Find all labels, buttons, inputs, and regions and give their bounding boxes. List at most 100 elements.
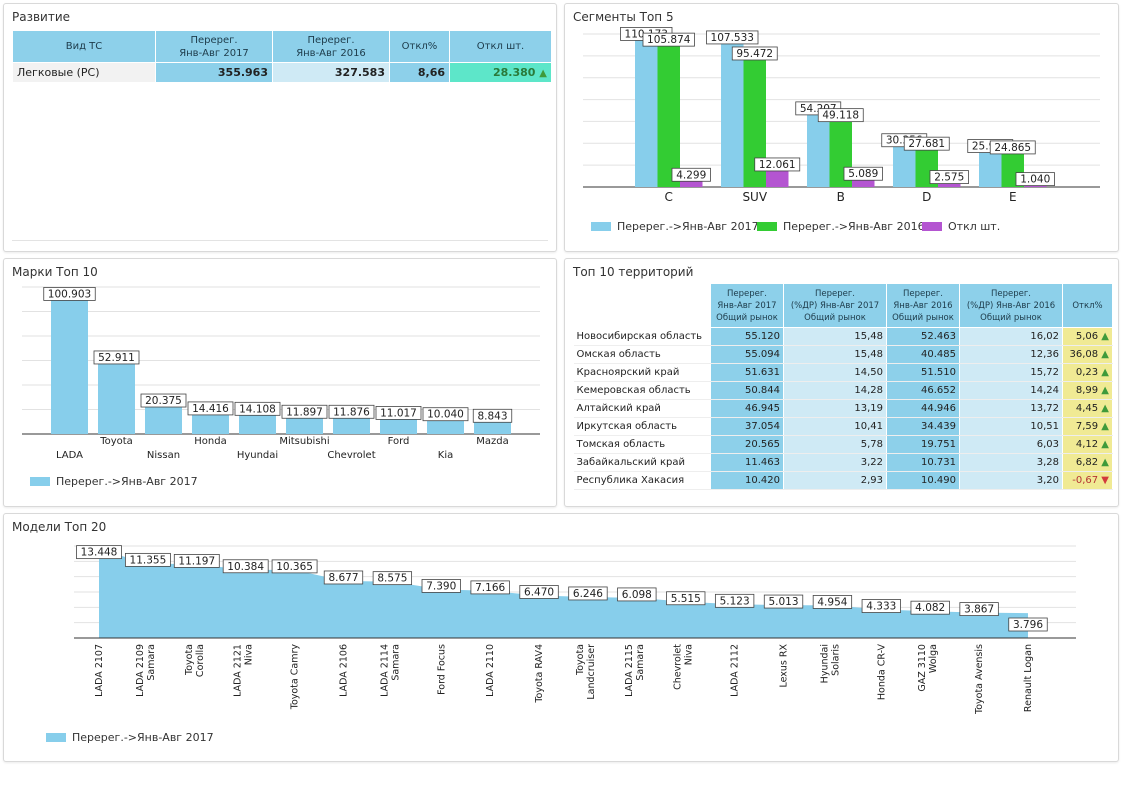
up-arrow-icon: ▲ <box>1098 421 1109 432</box>
data-label-text: 52.911 <box>98 352 135 364</box>
up-arrow-icon: ▲ <box>1098 331 1109 342</box>
cell-pct: 7,59 ▲ <box>1062 417 1113 436</box>
table-row[interactable]: Томская область 20.565 5,78 19.751 6,03 4,12 … <box>573 435 1113 454</box>
col-header-2016[interactable]: Перерег. Янв-Авг 2016 <box>272 30 390 63</box>
cell-v2017: 10.420 <box>710 471 784 490</box>
legend-2017-label[interactable]: Перерег.->Янв-Авг 2017 <box>72 731 214 744</box>
bar-LADA[interactable] <box>51 300 88 434</box>
data-label-text: 7.166 <box>475 582 505 594</box>
cell-pct: 4,45 ▲ <box>1062 399 1113 418</box>
table-row[interactable]: Новосибирская область 55.120 15,48 52.463 16… <box>573 327 1113 346</box>
cell-pct-value: 36,08 <box>1069 349 1099 360</box>
bar-Honda[interactable] <box>192 414 229 434</box>
table-row[interactable]: Легковые (PC) 355.963 327.583 8,66 28.38… <box>12 62 552 83</box>
bar-Ford[interactable] <box>380 419 417 434</box>
x-tick-label: Mazda <box>476 436 508 447</box>
legend-2017-label[interactable]: Перерег.->Янв-Авг 2017 <box>617 220 759 233</box>
col-header-diff[interactable]: Откл шт. <box>449 30 552 63</box>
cell-p2016: 13,72 <box>959 399 1063 418</box>
bar-Mitsubishi[interactable] <box>286 418 323 434</box>
col-header-v2016[interactable]: Перерег. Янв-Авг 2016 Общий рынок <box>886 283 960 328</box>
data-label: 4.333 <box>861 599 901 613</box>
data-label-text: 5.089 <box>848 168 878 180</box>
panel-segments: Сегменты Топ 5 110.173105.8744.299C107.5… <box>564 3 1119 252</box>
x-tick-line: Samara <box>390 644 401 681</box>
x-tick-label: Toyota RAV4 <box>534 644 545 704</box>
brands-chart: 100.903 LADA 52.911 Toyota 20.375 Nissan 14.41… <box>22 286 540 488</box>
cell-pct-value: 4,45 <box>1075 403 1099 414</box>
x-tick-line: LADA 2115 <box>624 644 635 697</box>
x-tick-label: Kia <box>438 450 453 461</box>
bar-B-0[interactable] <box>807 114 830 187</box>
x-tick-label: GAZ 3110 Wolga <box>917 644 939 692</box>
data-label: 105.874 <box>642 32 695 47</box>
table-row[interactable]: Омская область 55.094 15,48 40.485 12,36 36,0… <box>573 345 1113 364</box>
x-tick-line: Niva <box>244 644 255 665</box>
cell-v2016: 40.485 <box>886 345 960 364</box>
bar-Nissan[interactable] <box>145 407 182 434</box>
table-row[interactable]: Алтайский край 46.945 13,19 44.946 13,72 4,45… <box>573 399 1113 418</box>
data-label: 95.472 <box>731 46 778 61</box>
x-tick-line: Samara <box>635 644 646 681</box>
x-tick-line: GAZ 3110 <box>917 644 928 692</box>
data-label: 8.843 <box>472 408 513 423</box>
cell-p2016: 3,20 <box>959 471 1063 490</box>
data-label-text: 5.013 <box>768 596 798 608</box>
data-label: 5.089 <box>843 166 883 181</box>
x-tick-line: LADA 2112 <box>730 644 741 697</box>
panel-territories: Топ 10 территорий Перерег. Янв-Авг 2017 … <box>564 258 1119 507</box>
legend-diff-label[interactable]: Откл шт. <box>948 220 1000 233</box>
area-series-2017[interactable] <box>99 549 1028 638</box>
bar-Chevrolet[interactable] <box>333 418 370 434</box>
panel-title: Развитие <box>12 10 71 24</box>
segments-chart: 110.173105.8744.299C107.53395.47212.061S… <box>583 27 1100 233</box>
bar-SUV-2[interactable] <box>766 170 789 187</box>
bar-SUV-0[interactable] <box>721 43 744 187</box>
legend-2017-label[interactable]: Перерег.->Янв-Авг 2017 <box>56 475 198 488</box>
legend-2016-label[interactable]: Перерег.->Янв-Авг 2016 <box>783 220 925 233</box>
col-header-pct[interactable]: Откл% <box>1062 283 1113 328</box>
col-header-v2017[interactable]: Перерег. Янв-Авг 2017 Общий рынок <box>710 283 784 328</box>
table-row[interactable]: Республика Хакасия 10.420 2,93 10.490 3,20 -0… <box>573 471 1113 490</box>
cell-p2016: 12,36 <box>959 345 1063 364</box>
data-label-text: 11.017 <box>380 407 417 419</box>
table-row[interactable]: Забайкальский край 11.463 3,22 10.731 3,28 6,… <box>573 453 1113 472</box>
bar-Hyundai[interactable] <box>239 415 276 434</box>
col-header-2017[interactable]: Перерег. Янв-Авг 2017 <box>155 30 273 63</box>
cell-v2017: 55.094 <box>710 345 784 364</box>
cell-2016: 327.583 <box>272 62 390 83</box>
cell-pct: 8,99 ▲ <box>1062 381 1113 400</box>
table-row[interactable]: Кемеровская область 50.844 14,28 46.652 14,2… <box>573 381 1113 400</box>
data-label: 8.677 <box>323 570 364 585</box>
x-tick-line: LADA 2110 <box>485 644 496 697</box>
data-label-text: 8.677 <box>328 572 358 584</box>
bar-B-2[interactable] <box>852 180 875 187</box>
table-row[interactable]: Красноярский край 51.631 14,50 51.510 15,72 0… <box>573 363 1113 382</box>
bar-C-2[interactable] <box>680 181 703 187</box>
cell-pct-value: 4,12 <box>1075 439 1099 450</box>
data-label-text: 11.897 <box>286 406 323 418</box>
cell-p2016: 3,28 <box>959 453 1063 472</box>
col-header-p2016[interactable]: Перерег. (%ДР) Янв-Авг 2016 Общий рынок <box>959 283 1063 328</box>
bar-Mazda[interactable] <box>474 422 511 434</box>
bar-D-2[interactable] <box>938 183 961 187</box>
bar-Kia[interactable] <box>427 420 464 434</box>
x-tick-line: Landcruiser <box>586 644 597 700</box>
table-row[interactable]: Иркутская область 37.054 10,41 34.439 10,51 7… <box>573 417 1113 436</box>
col-header-p2017[interactable]: Перерег. (%ДР) Янв-Авг 2017 Общий рынок <box>783 283 887 328</box>
data-label: 5.123 <box>714 593 755 608</box>
x-tick-label: Lexus RX <box>779 644 790 688</box>
bar-D-0[interactable] <box>893 146 916 187</box>
cell-v2016: 52.463 <box>886 327 960 346</box>
panel-title: Топ 10 территорий <box>573 265 694 279</box>
bar-C-1[interactable] <box>657 46 681 188</box>
col-header-vid[interactable]: Вид ТС <box>12 30 156 63</box>
x-tick-label: LADA 2115 Samara <box>624 644 646 697</box>
bar-E-0[interactable] <box>979 152 1002 187</box>
x-tick-label: LADA 2110 <box>485 644 496 697</box>
bar-E-2[interactable] <box>1024 185 1047 187</box>
bar-Toyota[interactable] <box>98 363 135 434</box>
bar-SUV-1[interactable] <box>743 59 767 188</box>
bar-C-0[interactable] <box>635 40 658 187</box>
col-header-pct[interactable]: Откл% <box>389 30 450 63</box>
